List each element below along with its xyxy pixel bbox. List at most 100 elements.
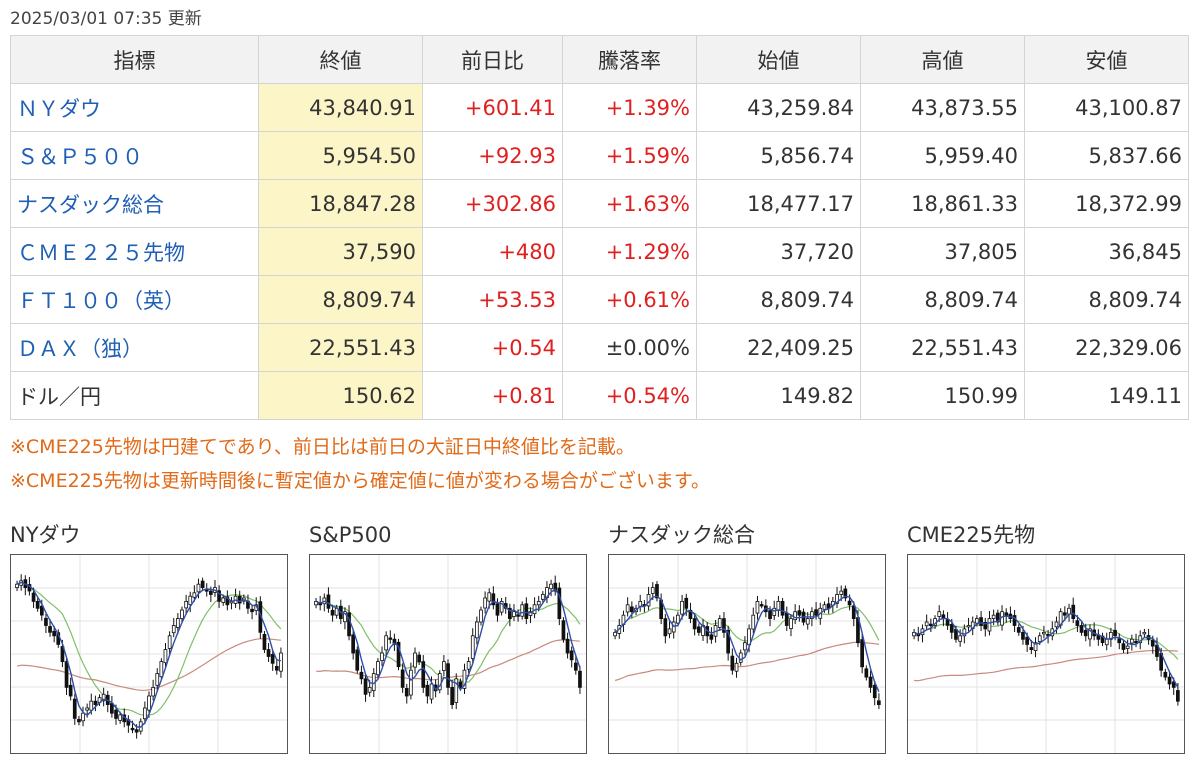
- candle-body: [528, 611, 533, 616]
- candle-body: [221, 597, 226, 603]
- candle-body: [85, 707, 89, 711]
- candle-body: [93, 700, 98, 705]
- table-row: Ｓ＆Ｐ５００ 5,954.50 +92.93 +1.59% 5,856.74 5…: [10, 131, 1189, 180]
- indicator-link-sp500[interactable]: Ｓ＆Ｐ５００: [10, 131, 259, 180]
- candle-body: [1037, 635, 1042, 643]
- candle-body: [983, 622, 988, 630]
- candle-body: [151, 686, 155, 697]
- indicator-link-cme225[interactable]: ＣＭＥ２２５先物: [10, 227, 259, 276]
- table-row: ＦＴ１００（英） 8,809.74 +53.53 +0.61% 8,809.74…: [10, 275, 1189, 324]
- candle-body: [118, 714, 122, 721]
- candle-body: [516, 614, 520, 617]
- candle-body: [274, 666, 279, 671]
- candlestick-chart[interactable]: [907, 554, 1185, 754]
- candle-body: [937, 611, 942, 617]
- indicator-link-ft100[interactable]: ＦＴ１００（英）: [10, 275, 259, 324]
- candle-body: [376, 661, 380, 676]
- candle-body: [380, 652, 384, 661]
- chart-nasdaq[interactable]: ナスダック総合: [608, 520, 886, 754]
- chart-svg: [609, 555, 885, 753]
- candlestick-chart[interactable]: [608, 554, 886, 754]
- candle-body: [400, 669, 405, 688]
- chart-title: ナスダック総合: [608, 523, 755, 547]
- candle-body: [175, 618, 180, 628]
- table-header-row: 指標 終値 前日比 騰落率 始値 高値 安値: [10, 35, 1189, 84]
- chart-ny-dow[interactable]: NYダウ: [10, 520, 288, 754]
- high-value: 8,809.74: [860, 275, 1025, 324]
- indicator-link-nasdaq[interactable]: ナスダック総合: [10, 179, 259, 228]
- candle-body: [759, 604, 764, 607]
- change-value: +53.53: [422, 275, 563, 324]
- candle-body: [1088, 628, 1092, 640]
- candle-body: [726, 629, 730, 654]
- candle-body: [991, 614, 996, 620]
- high-value: 43,873.55: [860, 83, 1025, 132]
- candle-body: [864, 668, 869, 678]
- candle-body: [557, 587, 562, 620]
- candle-body: [204, 589, 209, 592]
- candle-body: [680, 601, 684, 615]
- candle-body: [569, 650, 574, 661]
- candle-body: [458, 681, 463, 688]
- candle-body: [789, 618, 793, 629]
- candlestick-chart[interactable]: [10, 554, 288, 754]
- candle-body: [184, 601, 188, 609]
- table-row: ＮＹダウ 43,840.91 +601.41 +1.39% 43,259.84 …: [10, 83, 1189, 132]
- candle-body: [48, 626, 52, 633]
- candle-body: [417, 654, 421, 662]
- candle-body: [578, 670, 582, 688]
- ma-mid-line: [614, 605, 880, 642]
- candle-body: [1067, 607, 1071, 615]
- candle-body: [742, 642, 747, 651]
- chart-title: NYダウ: [10, 523, 81, 547]
- candle-body: [776, 601, 781, 611]
- candle-body: [958, 635, 963, 642]
- candle-body: [1167, 676, 1172, 685]
- candle-body: [68, 684, 73, 697]
- candle-body: [351, 634, 356, 654]
- candle-body: [966, 625, 971, 628]
- chart-svg: [908, 555, 1184, 753]
- candle-body: [35, 601, 40, 609]
- header-open: 始値: [696, 35, 861, 84]
- indicator-link-dax[interactable]: ＤＡＸ（独）: [10, 323, 259, 372]
- chart-svg: [310, 555, 586, 753]
- change-value: +480: [422, 227, 563, 276]
- candle-body: [730, 655, 735, 671]
- indicator-link-ny-dow[interactable]: ＮＹダウ: [10, 83, 259, 132]
- candle-body: [860, 639, 864, 668]
- candle-body: [441, 661, 446, 671]
- candle-body: [1075, 620, 1080, 626]
- chart-cme225[interactable]: CME225先物: [907, 520, 1185, 754]
- candle-body: [797, 610, 802, 616]
- candle-body: [171, 625, 176, 634]
- candle-body: [454, 678, 459, 703]
- candle-body: [1079, 625, 1084, 633]
- chart-sp500[interactable]: S&P500: [309, 520, 587, 754]
- candle-body: [31, 592, 36, 602]
- candle-body: [1142, 632, 1147, 635]
- change-value: +601.41: [422, 83, 563, 132]
- ma-long-line: [614, 641, 879, 682]
- candle-body: [520, 604, 525, 617]
- candle-body: [167, 635, 172, 649]
- high-value: 22,551.43: [860, 323, 1025, 372]
- candle-body: [540, 594, 545, 600]
- update-timestamp: 2025/03/01 07:35 更新: [10, 9, 202, 29]
- candle-body: [1171, 681, 1176, 688]
- candle-body: [499, 601, 504, 613]
- candlestick-chart[interactable]: [309, 554, 587, 754]
- candle-body: [839, 590, 844, 595]
- candle-body: [975, 618, 979, 624]
- candle-body: [270, 654, 275, 664]
- candle-body: [1016, 627, 1021, 633]
- candle-body: [734, 662, 739, 672]
- candle-body: [1004, 612, 1009, 616]
- candle-body: [1062, 612, 1067, 616]
- candle-body: [413, 652, 417, 668]
- candle-body: [843, 588, 848, 599]
- candle-body: [142, 707, 147, 720]
- candle-body: [772, 607, 777, 616]
- candle-body: [809, 611, 814, 620]
- chart-title: CME225先物: [907, 523, 1036, 547]
